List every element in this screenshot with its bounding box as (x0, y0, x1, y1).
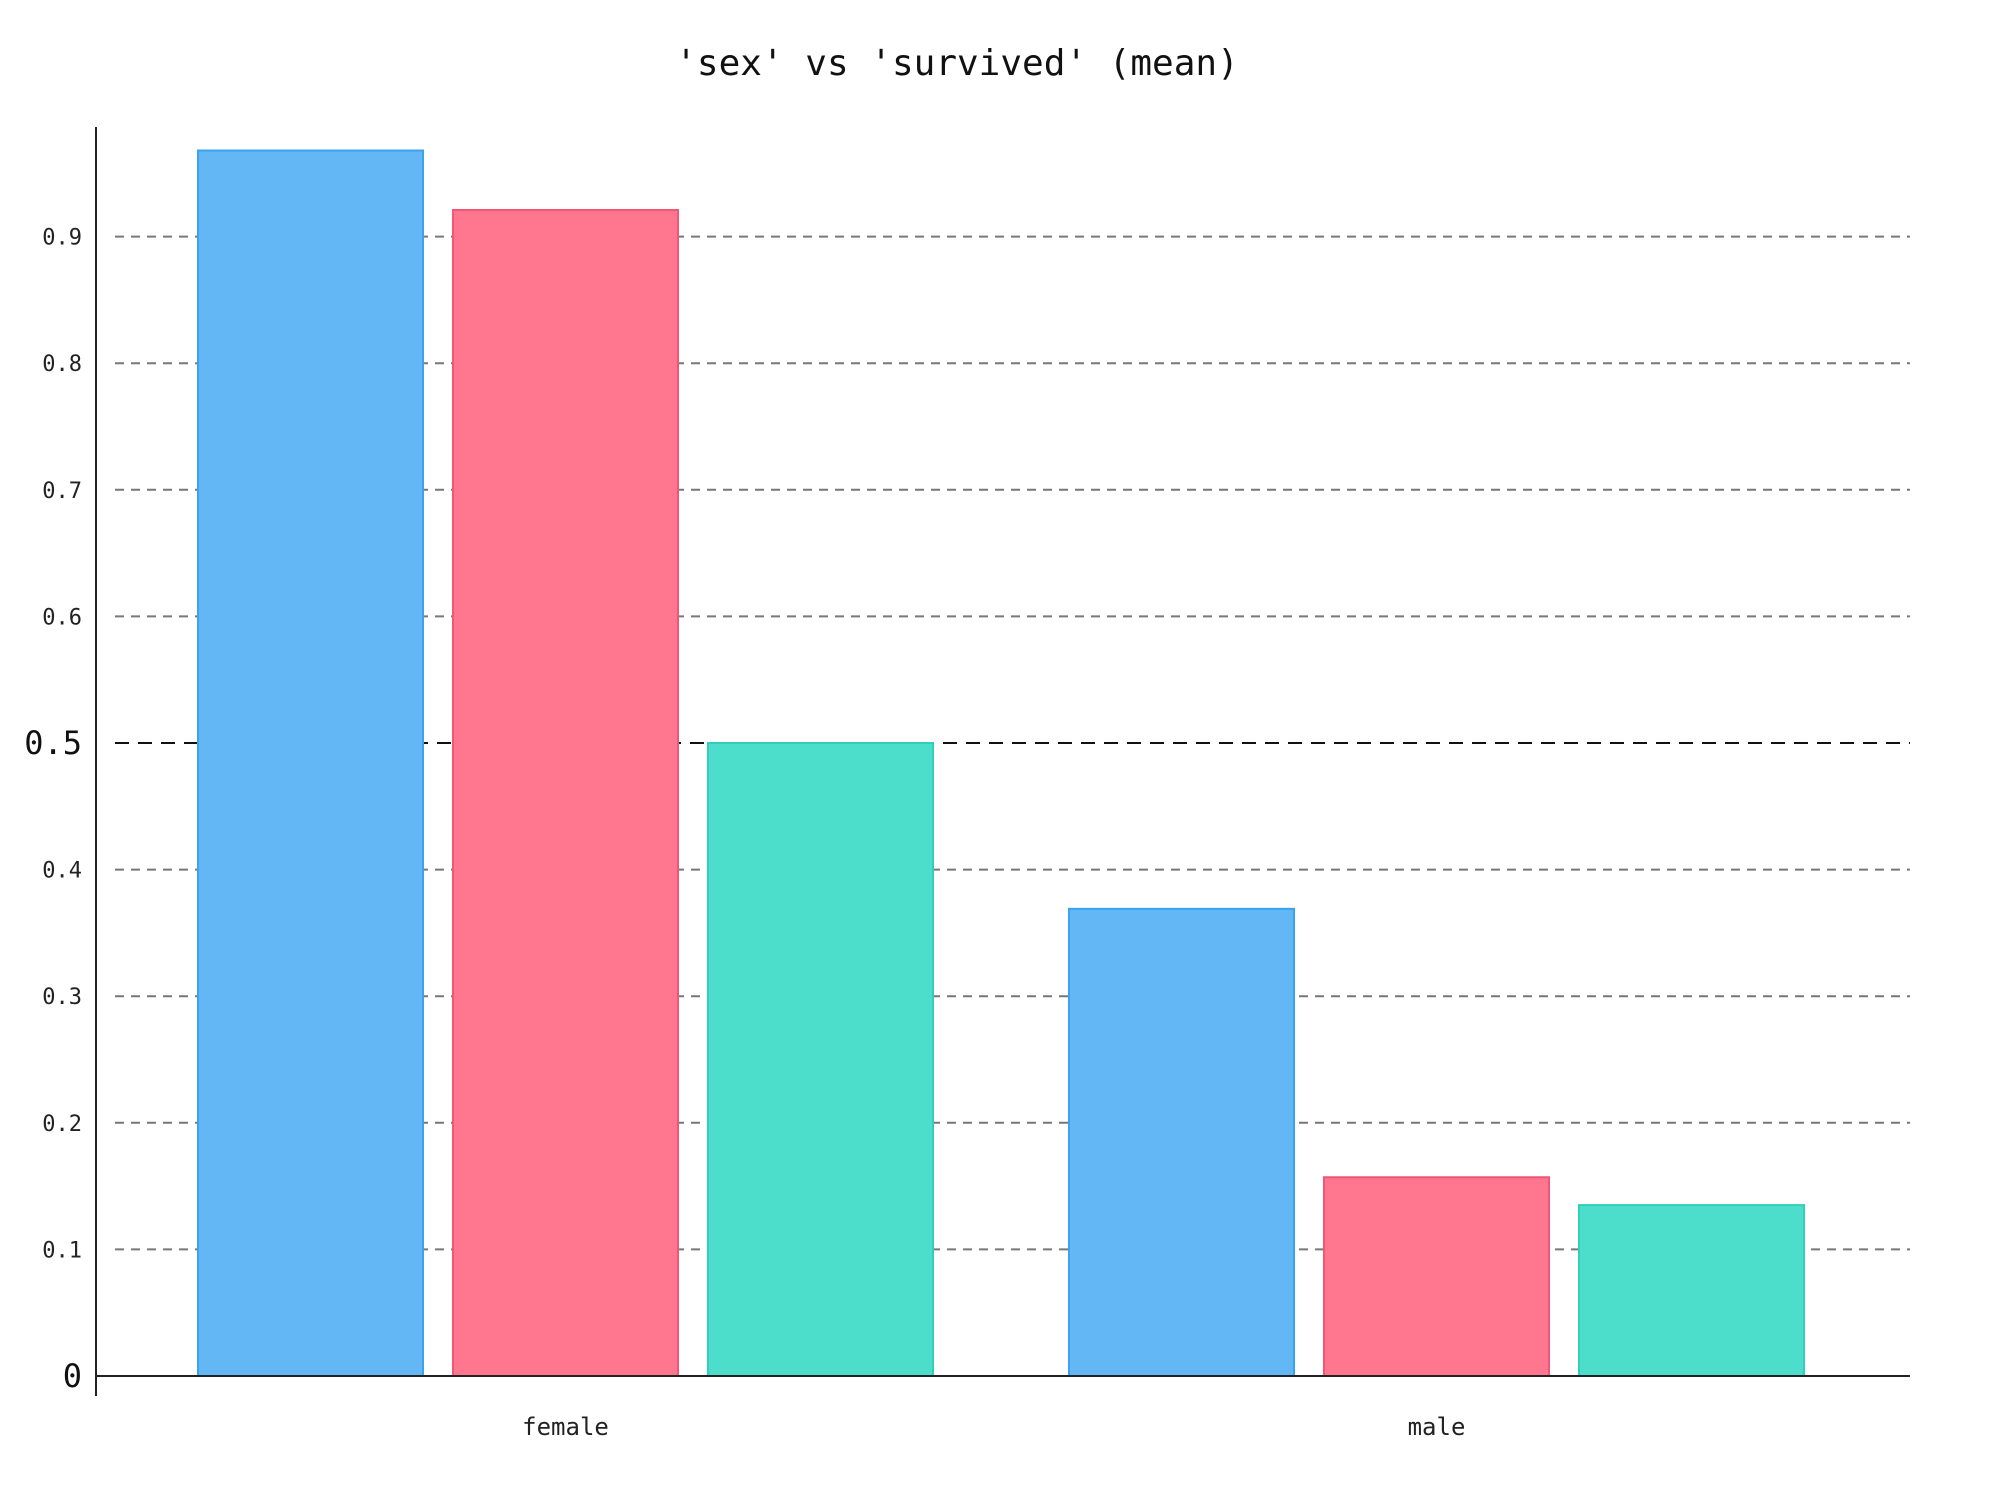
x-category-label: female (522, 1413, 609, 1441)
axes (95, 127, 1910, 1396)
y-tick-label: 0 (63, 1357, 82, 1395)
y-tick-label: 0.8 (42, 352, 82, 377)
bar (1323, 1176, 1550, 1378)
y-tick-label: 0.2 (42, 1112, 82, 1137)
bars (197, 149, 1805, 1378)
y-tick-label: 0.3 (42, 985, 82, 1010)
gridlines (115, 235, 1910, 1251)
chart-title: 'sex' vs 'survived' (mean) (675, 43, 1239, 84)
x-category-labels: female male (522, 1413, 1465, 1441)
bar (707, 742, 934, 1377)
bar (197, 149, 424, 1378)
y-tick-label: 0.5 (24, 724, 82, 762)
y-tick-label: 0.9 (42, 226, 82, 251)
y-tick-label: 0.1 (42, 1238, 82, 1263)
y-tick-label: 0.7 (42, 479, 82, 504)
y-tick-labels: 0 0.1 0.2 0.3 0.4 0.5 0.6 0.7 0.8 0.9 (24, 226, 82, 1395)
x-category-label: male (1408, 1413, 1466, 1441)
bar (1068, 907, 1295, 1377)
bar (1578, 1204, 1805, 1377)
y-tick-label: 0.6 (42, 605, 82, 630)
y-tick-label: 0.4 (42, 859, 82, 884)
bar (452, 209, 679, 1377)
